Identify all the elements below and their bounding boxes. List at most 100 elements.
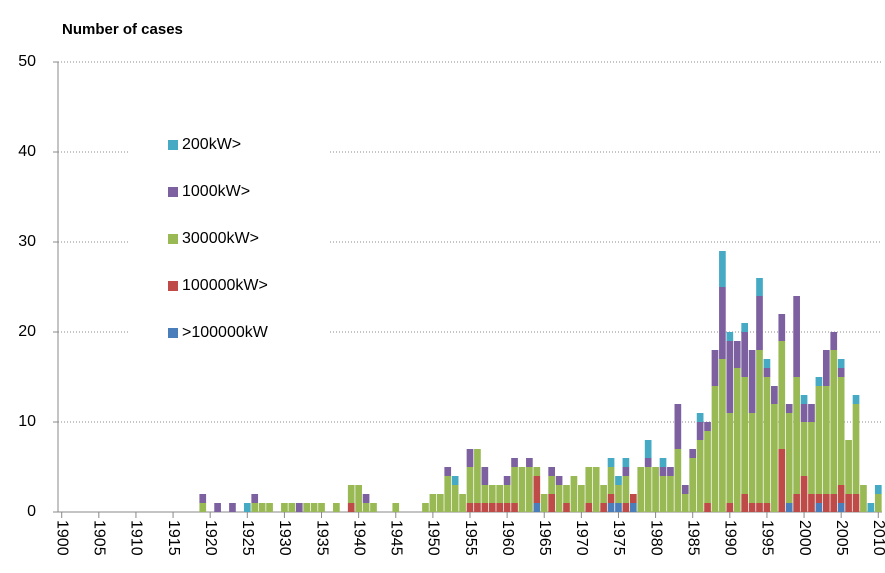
- x-tick-label: 1900: [53, 520, 70, 556]
- bar-segment: [526, 458, 533, 467]
- bar-segment: [533, 503, 541, 512]
- bar-segment: [644, 440, 652, 458]
- bar-segment: [303, 503, 311, 512]
- bar-segment: [362, 503, 370, 512]
- bar-segment: [333, 503, 340, 512]
- bar-segment: [681, 485, 689, 494]
- bar-segment: [615, 476, 622, 485]
- bar-segment: [830, 350, 838, 494]
- bar-segment: [644, 458, 652, 467]
- bar-segment: [585, 503, 593, 512]
- bar-segment: [741, 332, 749, 377]
- x-tick-label: 1970: [573, 520, 590, 556]
- bar-segment: [756, 296, 763, 350]
- bar-segment: [748, 503, 756, 512]
- bar-segment: [733, 368, 741, 512]
- bar-segment: [637, 467, 645, 512]
- bar-segment: [585, 467, 593, 503]
- bar-segment: [763, 503, 771, 512]
- bar-segment: [837, 377, 845, 485]
- bar-segment: [785, 404, 793, 413]
- bar-segment: [392, 503, 400, 512]
- x-tick-label: 1940: [350, 520, 367, 556]
- bar-segment: [756, 503, 763, 512]
- legend-label: 100000kW>: [182, 277, 268, 294]
- bar-segment: [689, 449, 697, 458]
- bar-segment: [243, 503, 251, 512]
- bar-segment: [540, 494, 548, 512]
- x-tick-label: 2000: [796, 520, 813, 556]
- bar-segment: [704, 503, 711, 512]
- bar-segment: [659, 467, 667, 476]
- bar-segment: [756, 278, 763, 296]
- bar-segment: [874, 485, 882, 494]
- x-tick-label: 1995: [759, 520, 776, 556]
- bar-segment: [659, 476, 667, 512]
- legend-swatch: [168, 234, 178, 244]
- x-tick-label: 2010: [870, 520, 885, 556]
- x-tick-label: 1955: [462, 520, 479, 556]
- legend-label: 1000kW>: [182, 183, 250, 200]
- bar-segment: [496, 485, 504, 503]
- bar-segment: [362, 494, 370, 503]
- bar-segment: [815, 503, 823, 512]
- bar-segment: [822, 494, 830, 512]
- bar-segment: [295, 503, 303, 512]
- bar-segment: [281, 503, 288, 512]
- bar-segment: [652, 467, 659, 512]
- bar-segment: [845, 440, 852, 494]
- bar-segment: [756, 350, 763, 503]
- bar-segment: [555, 476, 563, 485]
- bar-segment: [726, 503, 734, 512]
- bar-segment: [526, 467, 533, 512]
- bar-segment: [607, 467, 615, 494]
- bar-segment: [644, 467, 652, 512]
- bar-segment: [719, 287, 726, 359]
- y-tick-label: 50: [18, 53, 36, 70]
- bar-segment: [704, 422, 711, 431]
- bar-segment: [511, 503, 518, 512]
- bar-segment: [659, 458, 667, 467]
- chart-title: Number of cases: [62, 21, 183, 38]
- bar-segment: [704, 431, 711, 503]
- bar-segment: [815, 494, 823, 503]
- bar-segment: [874, 494, 882, 512]
- bar-segment: [815, 386, 823, 494]
- legend-label: 30000kW>: [182, 230, 259, 247]
- bar-segment: [852, 404, 860, 494]
- bar-segment: [370, 503, 377, 512]
- bar-segment: [837, 485, 845, 503]
- bar-segment: [518, 467, 526, 512]
- bar-segment: [600, 503, 607, 512]
- bar-segment: [347, 503, 355, 512]
- bar-segment: [511, 467, 518, 503]
- bar-segment: [867, 503, 875, 512]
- bar-segment: [622, 476, 630, 503]
- bar-segment: [466, 503, 474, 512]
- bar-segment: [860, 485, 867, 512]
- bar-segment: [733, 341, 741, 368]
- bar-segment: [793, 494, 800, 512]
- legend-label: >100000kW: [182, 324, 269, 341]
- bar-segment: [258, 503, 266, 512]
- bar-segment: [726, 341, 734, 413]
- bar-segment: [422, 503, 429, 512]
- bar-segment: [837, 368, 845, 377]
- bar-segment: [629, 494, 637, 503]
- bar-segment: [199, 503, 207, 512]
- y-tick-label: 40: [18, 143, 36, 160]
- bar-segment: [822, 386, 830, 494]
- bar-segment: [696, 413, 704, 422]
- bar-segment: [845, 494, 852, 512]
- bar-segment: [771, 404, 778, 512]
- bar-segment: [347, 485, 355, 503]
- bar-segment: [622, 467, 630, 476]
- legend-label: 200kW>: [182, 136, 241, 153]
- bar-segment: [837, 503, 845, 512]
- x-tick-label: 1925: [239, 520, 256, 556]
- bar-segment: [251, 503, 259, 512]
- bar-segment: [548, 494, 555, 512]
- bar-segment: [800, 422, 808, 476]
- bar-segment: [719, 359, 726, 512]
